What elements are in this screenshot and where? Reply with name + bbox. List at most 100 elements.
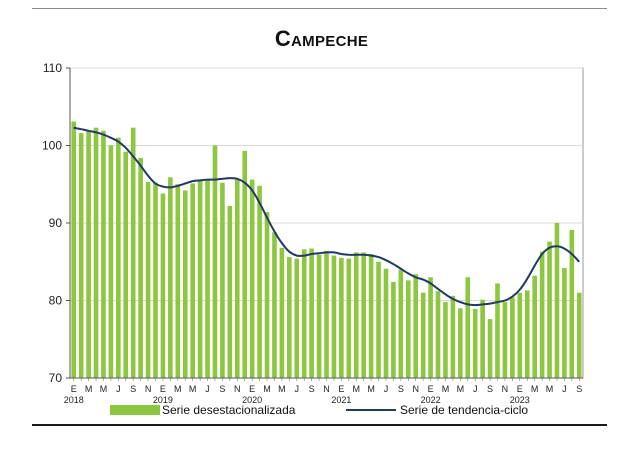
- x-tick-label-50: M: [442, 384, 450, 394]
- x-tick-label-2: M: [85, 384, 93, 394]
- bar-51: [450, 295, 456, 378]
- legend: Serie desestacionalizada Serie de tendenc…: [110, 403, 528, 417]
- bar-24: [249, 179, 255, 378]
- bar-0: [71, 121, 77, 378]
- top-rule: [32, 8, 607, 9]
- bar-6: [116, 137, 121, 378]
- bar-27: [272, 232, 277, 378]
- bar-37: [346, 258, 352, 378]
- bar-21: [227, 205, 233, 378]
- x-tick-label-44: S: [398, 384, 404, 394]
- bar-5: [108, 145, 114, 378]
- x-tick-label-64: M: [546, 384, 554, 394]
- bar-18: [205, 179, 210, 378]
- x-tick-label-0: E: [71, 384, 77, 394]
- x-tick-label-58: N: [502, 384, 509, 394]
- x-tick-label-32: S: [309, 384, 315, 394]
- bar-34: [324, 250, 329, 378]
- x-tick-label-12: E: [160, 384, 166, 394]
- x-tick-label-68: S: [576, 384, 582, 394]
- x-tick-label-46: N: [412, 384, 419, 394]
- x-tick-label-66: J: [562, 384, 567, 394]
- bar-44: [398, 269, 404, 378]
- bar-15: [182, 190, 188, 378]
- bar-47: [420, 292, 426, 378]
- bar-2: [86, 130, 91, 378]
- x-tick-label-56: S: [487, 384, 493, 394]
- bar-56: [487, 319, 493, 378]
- x-tick-label-38: M: [352, 384, 360, 394]
- bar-10: [145, 181, 151, 378]
- x-tick-label-36: E: [338, 384, 344, 394]
- year-label-4: 2022: [421, 395, 441, 405]
- y-axis: 70 80 90 100 110: [42, 61, 71, 385]
- bar-57: [495, 283, 500, 378]
- bar-62: [532, 275, 537, 378]
- bar-29: [287, 257, 292, 378]
- legend-label-bars: Serie desestacionalizada: [162, 403, 296, 417]
- x-tick-label-62: M: [531, 384, 539, 394]
- trend-line-series: [73, 126, 581, 307]
- x-tick-label-54: J: [473, 384, 478, 394]
- bar-38: [353, 252, 359, 378]
- year-label-0: 2018: [64, 395, 84, 405]
- bar-65: [554, 223, 560, 378]
- bar-7: [123, 151, 129, 378]
- x-tick-label-22: N: [234, 384, 241, 394]
- bar-40: [368, 254, 374, 378]
- bar-66: [562, 267, 567, 378]
- bar-23: [242, 150, 248, 378]
- trend-line: [73, 126, 581, 307]
- bar-33: [316, 254, 322, 378]
- year-label-2: 2020: [242, 395, 262, 405]
- y-tick-label-90: 90: [49, 216, 63, 230]
- bar-68: [576, 292, 582, 378]
- year-label-5: 2023: [510, 395, 530, 405]
- x-tick-label-60: E: [517, 384, 523, 394]
- bar-53: [465, 277, 471, 378]
- x-tick-label-24: E: [249, 384, 255, 394]
- bar-50: [443, 302, 448, 378]
- bar-36: [339, 257, 344, 378]
- bar-19: [212, 145, 218, 378]
- bar-52: [458, 308, 463, 378]
- bar-35: [331, 255, 337, 378]
- bar-17: [197, 179, 203, 378]
- bar-4: [101, 130, 106, 378]
- bar-26: [264, 212, 270, 378]
- bar-13: [168, 177, 173, 378]
- y-tick-label-100: 100: [42, 139, 62, 153]
- bar-11: [153, 182, 158, 378]
- bar-32: [309, 248, 314, 378]
- bar-28: [279, 247, 285, 378]
- bar-16: [190, 183, 195, 378]
- bar-25: [257, 185, 262, 378]
- x-tick-label-10: N: [145, 384, 152, 394]
- bar-3: [93, 127, 99, 378]
- x-tick-label-4: M: [100, 384, 108, 394]
- x-tick-label-14: M: [174, 384, 182, 394]
- bar-54: [472, 309, 478, 378]
- y-tick-label-80: 80: [49, 294, 63, 308]
- legend-swatch-bars: [110, 405, 160, 415]
- bar-39: [361, 252, 366, 378]
- bar-9: [138, 157, 143, 378]
- bar-31: [301, 249, 307, 378]
- x-tick-label-42: J: [384, 384, 389, 394]
- x-tick-label-52: M: [457, 384, 465, 394]
- bar-20: [220, 182, 225, 378]
- x-tick-label-40: M: [367, 384, 375, 394]
- bar-49: [435, 291, 441, 378]
- bar-67: [569, 229, 575, 378]
- bar-55: [480, 299, 485, 378]
- bar-12: [160, 193, 166, 378]
- x-tick-label-18: J: [205, 384, 210, 394]
- bar-series: [71, 121, 582, 378]
- x-tick-label-20: S: [219, 384, 225, 394]
- bar-43: [391, 281, 396, 378]
- legend-label-trend: Serie de tendencia-ciclo: [400, 403, 528, 417]
- x-tick-label-34: N: [323, 384, 330, 394]
